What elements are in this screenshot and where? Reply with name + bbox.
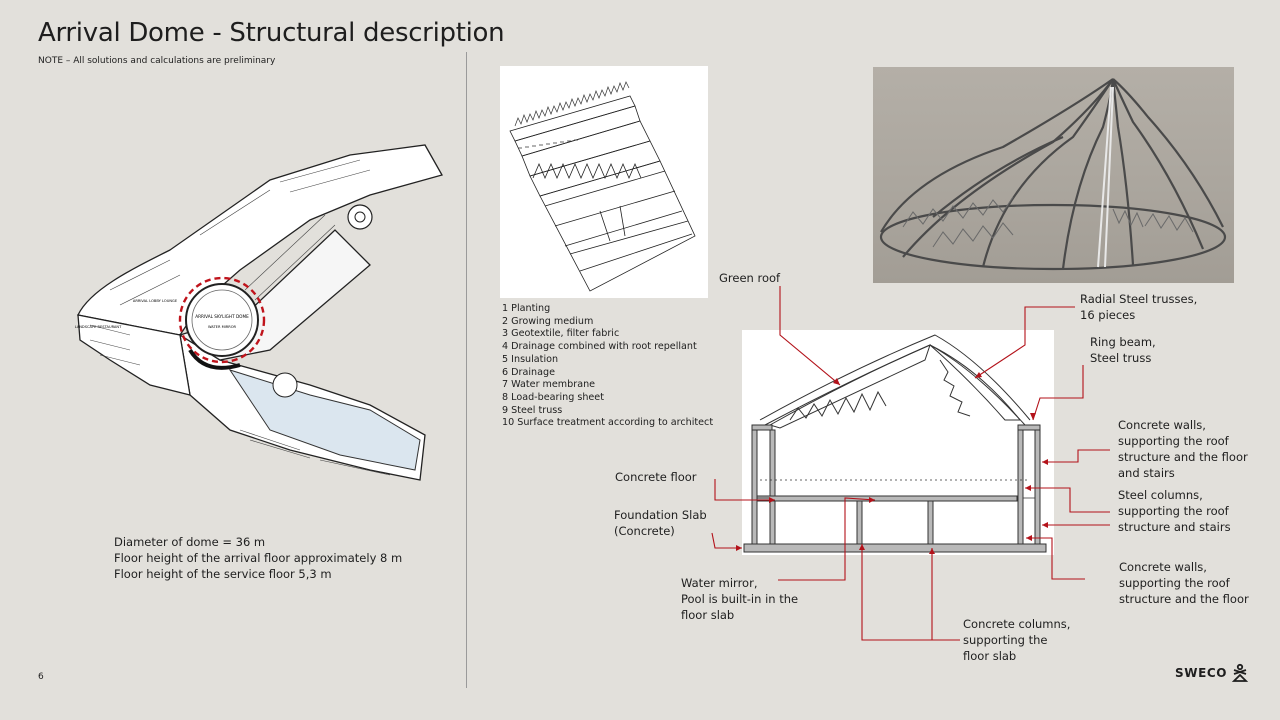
sweco-figure-icon (1231, 663, 1249, 682)
fact-diameter: Diameter of dome = 36 m (114, 535, 266, 549)
page-title: Arrival Dome - Structural description (38, 18, 505, 48)
layer-item: 8 Load-bearing sheet (502, 391, 604, 403)
dome-truss-render (873, 67, 1234, 283)
layer-item: 7 Water membrane (502, 379, 596, 391)
floor-plan: ARRIVAL SKYLIGHT DOME WATER MIRROR ARRIV… (75, 144, 443, 481)
lobby-plan-label: ARRIVAL LOBBY LOUNGE (133, 299, 178, 303)
label-steel-columns: Steel columns, supporting the roof struc… (1118, 488, 1231, 534)
restaurant-plan-label: LANDSCAPE RESTAURANT (75, 325, 122, 329)
layer-item: 4 Drainage combined with root repellant (502, 341, 697, 353)
dome-section-panel (742, 330, 1054, 555)
page-number: 6 (38, 672, 44, 682)
label-water-mirror: Water mirror, Pool is built-in in the fl… (681, 576, 799, 622)
label-foundation-slab: Foundation Slab (Concrete) (614, 508, 707, 538)
layer-item: 3 Geotextile, filter fabric (502, 328, 620, 340)
roof-detail-drawing (500, 66, 708, 298)
dome-plan-sublabel: WATER MIRROR (208, 325, 237, 329)
label-ring-beam: Ring beam, Steel truss (1090, 335, 1156, 365)
label-concrete-floor: Concrete floor (615, 470, 697, 484)
fact-arrival-floor-height: Floor height of the arrival floor approx… (114, 551, 403, 565)
dome-plan-label: ARRIVAL SKYLIGHT DOME (195, 314, 249, 319)
layer-item: 6 Drainage (502, 366, 555, 378)
layer-item: 9 Steel truss (502, 404, 563, 416)
preliminary-note: NOTE – All solutions and calculations ar… (38, 56, 276, 66)
layer-item: 5 Insulation (502, 353, 559, 365)
label-green-roof: Green roof (719, 271, 781, 285)
label-concrete-walls-upper: Concrete walls, supporting the roof stru… (1118, 418, 1248, 480)
label-concrete-walls-lower: Concrete walls, supporting the roof stru… (1119, 560, 1249, 606)
layer-item: 2 Growing medium (502, 315, 594, 327)
logo-text: SWECO (1175, 666, 1228, 680)
layer-item: 1 Planting (502, 303, 551, 314)
layer-item: 10 Surface treatment according to archit… (502, 417, 714, 429)
fact-service-floor-height: Floor height of the service floor 5,3 m (114, 567, 332, 581)
sweco-logo: SWECO (1175, 663, 1249, 683)
roof-layer-list: 1 Planting 2 Growing medium 3 Geotextile… (502, 303, 713, 430)
label-concrete-columns: Concrete columns, supporting the floor s… (963, 617, 1071, 663)
vertical-divider (466, 52, 467, 688)
dome-facts: Diameter of dome = 36 m Floor height of … (114, 534, 402, 582)
label-radial-trusses: Radial Steel trusses, 16 pieces (1080, 292, 1198, 322)
